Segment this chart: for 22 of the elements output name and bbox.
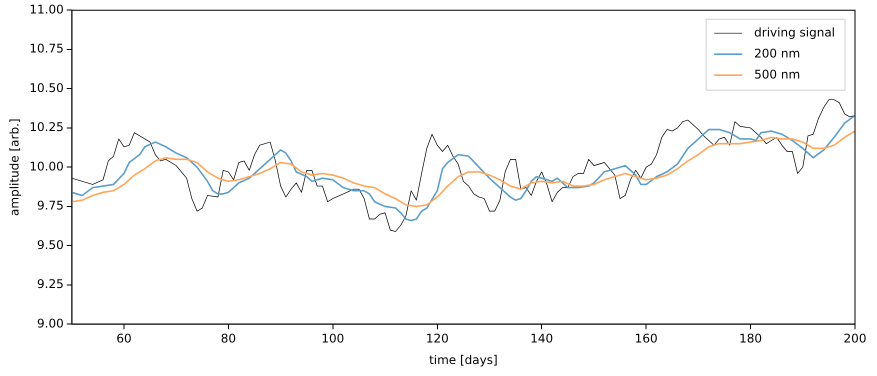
x-tick-label: 160 (634, 332, 658, 346)
y-tick-label: 9.50 (37, 238, 64, 252)
x-tick-label: 60 (116, 332, 132, 346)
legend-label: 500 nm (754, 67, 800, 82)
x-axis-title: time [days] (429, 352, 498, 367)
legend-label: driving signal (754, 25, 836, 40)
y-tick-label: 9.00 (37, 316, 64, 330)
x-tick-label: 120 (426, 332, 449, 346)
y-tick-label: 10.75 (29, 42, 64, 56)
y-tick-label: 9.25 (37, 277, 64, 292)
x-tick-label: 180 (739, 332, 762, 346)
y-tick-label: 11.00 (29, 2, 64, 16)
y-tick-label: 10.25 (29, 120, 64, 134)
y-tick-label: 10.50 (29, 80, 64, 95)
x-tick-label: 200 (844, 332, 866, 346)
x-tick-label: 140 (530, 332, 554, 346)
legend-label: 200 nm (754, 46, 800, 60)
y-axis-title: amplitude [arb.] (7, 118, 22, 216)
x-tick-label: 80 (220, 332, 236, 346)
y-tick-label: 9.75 (37, 198, 64, 213)
y-tick-label: 10.00 (29, 159, 64, 174)
x-tick-label: 100 (321, 332, 344, 346)
